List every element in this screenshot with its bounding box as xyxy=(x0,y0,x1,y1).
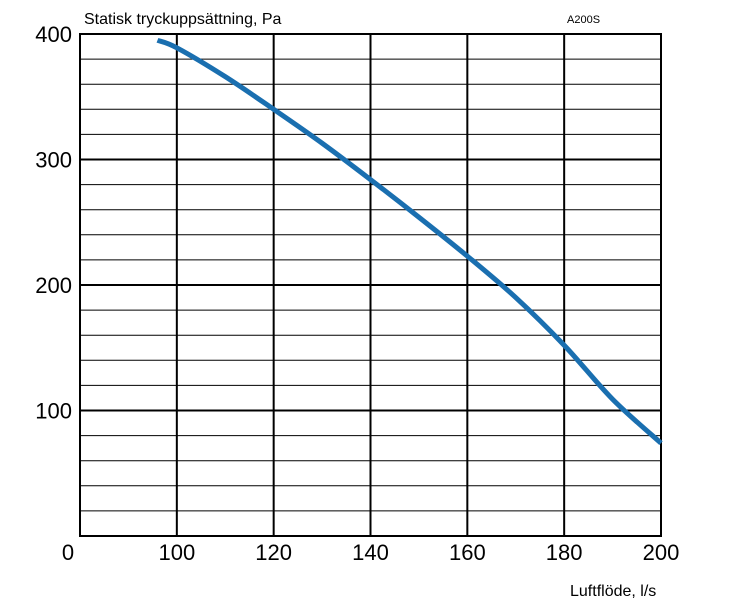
x-tick-label: 160 xyxy=(449,540,486,565)
series-layer xyxy=(156,37,663,445)
x-tick-label: 200 xyxy=(643,540,680,565)
model-label: A200S xyxy=(567,14,600,26)
y-tick-label: 300 xyxy=(35,148,72,173)
y-tick-label: 100 xyxy=(35,399,72,424)
x-tick-label: 120 xyxy=(255,540,292,565)
plot-border xyxy=(79,33,662,537)
grid xyxy=(79,33,662,537)
x-tick-label: 140 xyxy=(352,540,389,565)
x-tick-label: 0 xyxy=(62,540,74,565)
plot-frame xyxy=(79,33,662,537)
x-tick-label: 180 xyxy=(546,540,583,565)
y-tick-label: 400 xyxy=(35,22,72,47)
y-axis-label: Statisk tryckuppsättning, Pa xyxy=(84,11,282,28)
x-tick-label: 100 xyxy=(158,540,195,565)
y-tick-label: 200 xyxy=(35,273,72,298)
tick-layer: 100 200 300 400 0 100 120 140 160 180 200 xyxy=(35,22,679,565)
series-line xyxy=(156,37,663,445)
x-axis-label: Luftflöde, l/s xyxy=(570,583,656,600)
